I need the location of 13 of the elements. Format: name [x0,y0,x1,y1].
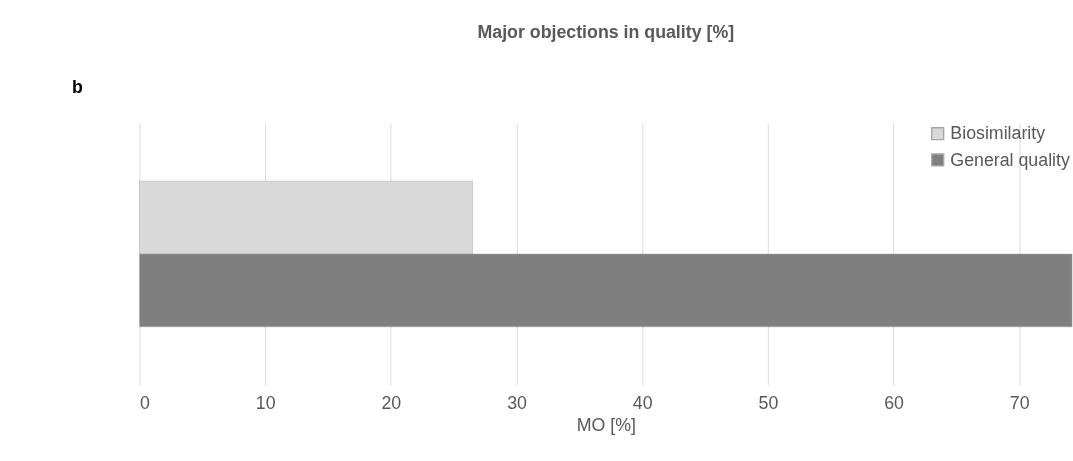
x-tick-label: 40 [632,392,653,413]
x-tick-label: 50 [758,392,779,413]
chart-title: Major objections in quality [%] [477,21,735,42]
x-tick-label: 60 [884,392,905,413]
legend-label: Biosimilarity [950,123,1046,144]
x-tick-label: 70 [1009,392,1030,413]
x-tick-label: 20 [381,392,402,413]
x-tick-label: 30 [507,392,528,413]
text: b [72,76,84,97]
x-tick-label: 10 [255,392,276,413]
legend-label: General quality [950,149,1070,170]
x-axis-title: MO [%] [576,414,636,435]
x-tick-label: 0 [139,392,150,413]
